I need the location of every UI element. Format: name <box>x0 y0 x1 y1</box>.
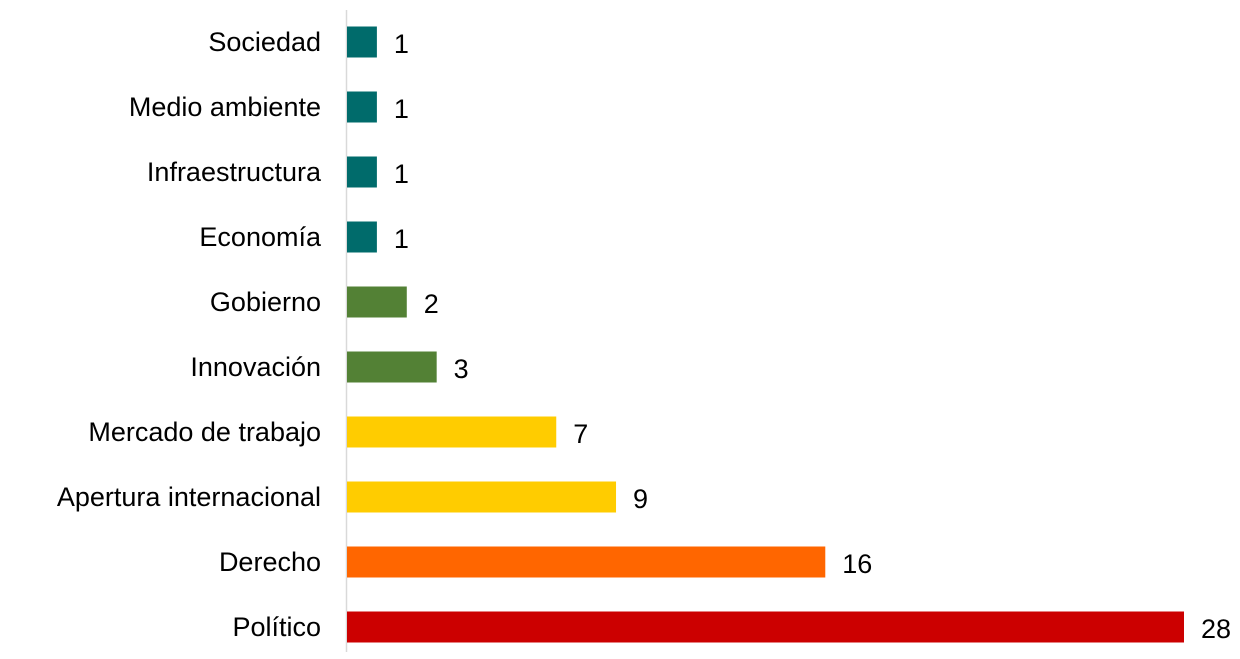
category-label-4: Gobierno <box>210 287 321 317</box>
category-label-2: Infraestructura <box>147 157 322 187</box>
value-label-0: 1 <box>394 29 409 59</box>
value-labels-layer: 1 1 1 1 2 3 7 9 16 28 <box>394 29 1231 644</box>
bars-layer <box>347 26 1184 643</box>
category-label-1: Medio ambiente <box>129 92 321 122</box>
category-labels-layer: Sociedad Medio ambiente Infraestructura Eco… <box>57 27 322 642</box>
value-label-8: 16 <box>842 549 872 579</box>
bar-7 <box>347 481 617 513</box>
category-label-3: Economía <box>199 222 322 252</box>
bar-2 <box>347 156 377 188</box>
bar-5 <box>347 351 437 383</box>
bar-0 <box>347 26 377 58</box>
value-label-6: 7 <box>573 419 588 449</box>
bar-3 <box>347 221 377 253</box>
bar-9 <box>347 611 1184 643</box>
category-label-7: Apertura internacional <box>57 482 321 512</box>
bar-6 <box>347 416 557 448</box>
category-label-5: Innovación <box>190 352 321 382</box>
value-label-2: 1 <box>394 159 409 189</box>
value-label-1: 1 <box>394 94 409 124</box>
value-label-3: 1 <box>394 224 409 254</box>
category-label-8: Derecho <box>219 547 321 577</box>
category-label-9: Político <box>232 612 321 642</box>
bar-1 <box>347 91 377 123</box>
value-label-5: 3 <box>454 354 469 384</box>
category-label-0: Sociedad <box>208 27 321 57</box>
category-label-6: Mercado de trabajo <box>88 417 321 447</box>
bar-8 <box>347 546 826 578</box>
value-label-7: 9 <box>633 484 648 514</box>
value-label-4: 2 <box>424 289 439 319</box>
value-label-9: 28 <box>1201 614 1231 644</box>
bar-4 <box>347 286 407 318</box>
